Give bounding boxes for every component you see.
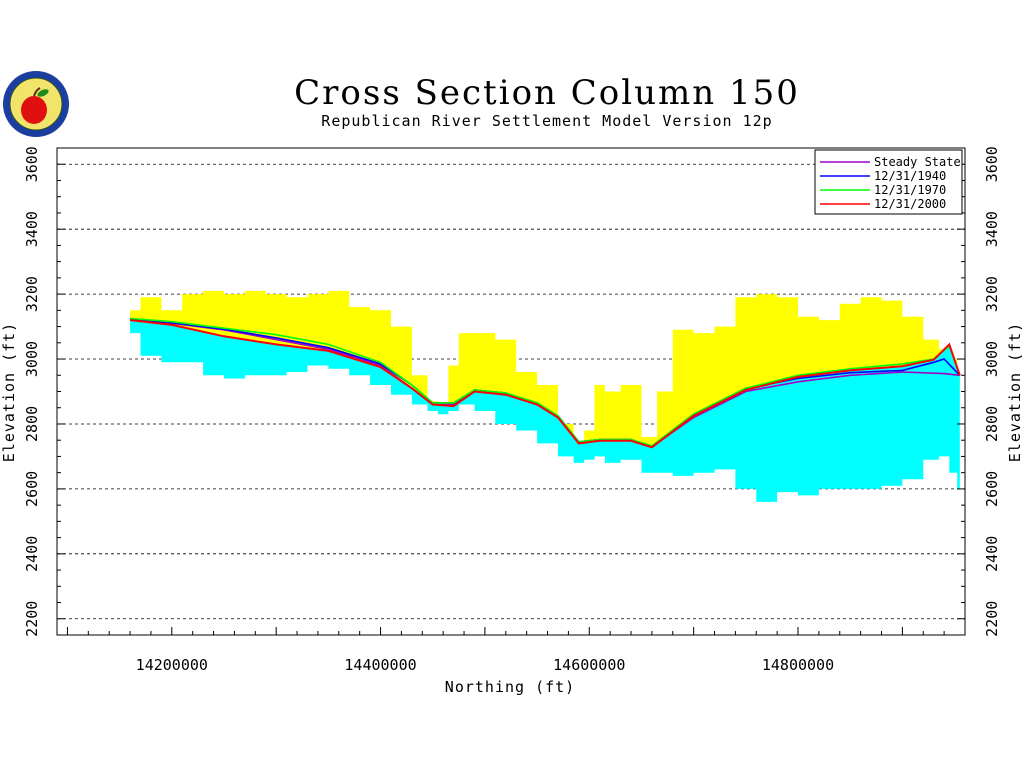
y-tick-label-right: 3000 xyxy=(983,341,1001,377)
y-axis-label-right: Elevation (ft) xyxy=(1006,322,1024,462)
y-tick-label-left: 3600 xyxy=(23,146,41,182)
y-tick-label-right: 3600 xyxy=(983,146,1001,182)
y-tick-label-left: 3200 xyxy=(23,276,41,312)
y-tick-label-right: 2600 xyxy=(983,471,1001,507)
y-tick-label-left: 2600 xyxy=(23,471,41,507)
legend-label: Steady State xyxy=(874,155,961,169)
legend-label: 12/31/1940 xyxy=(874,169,946,183)
legend-label: 12/31/1970 xyxy=(874,183,946,197)
chart-title: Cross Section Column 150 xyxy=(294,73,800,113)
series-line-3 xyxy=(129,319,961,449)
series-line-2 xyxy=(130,317,961,447)
saturated-zone-fill xyxy=(130,320,960,502)
x-tick-label: 14600000 xyxy=(553,656,625,674)
x-axis-label: Northing (ft) xyxy=(445,678,575,696)
series-lines xyxy=(129,317,961,449)
legend: Steady State12/31/194012/31/197012/31/20… xyxy=(814,149,963,215)
legend-label: 12/31/2000 xyxy=(874,197,946,211)
y-tick-label-right: 3200 xyxy=(983,276,1001,312)
y-tick-label-right: 2200 xyxy=(983,601,1001,637)
apple-seal-logo xyxy=(3,71,69,137)
x-tick-label: 14400000 xyxy=(344,656,416,674)
x-tick-label: 14200000 xyxy=(136,656,208,674)
chart-subtitle: Republican River Settlement Model Versio… xyxy=(321,112,772,130)
y-tick-label-left: 2400 xyxy=(23,536,41,572)
axis-ticks: 2200 2200 2400 2400 2600 2600 2800 2800 3000 3000… xyxy=(23,146,1001,674)
y-tick-label-right: 3400 xyxy=(983,211,1001,247)
x-tick-label: 14800000 xyxy=(762,656,834,674)
unsaturated-zone-fill xyxy=(130,290,960,450)
area-fills xyxy=(130,290,960,502)
y-tick-label-left: 3400 xyxy=(23,211,41,247)
y-tick-label-left: 3000 xyxy=(23,341,41,377)
y-tick-label-left: 2200 xyxy=(23,601,41,637)
y-axis-label-left: Elevation (ft) xyxy=(0,322,18,462)
y-tick-label-right: 2800 xyxy=(983,406,1001,442)
y-tick-label-left: 2800 xyxy=(23,406,41,442)
y-tick-label-right: 2400 xyxy=(983,536,1001,572)
